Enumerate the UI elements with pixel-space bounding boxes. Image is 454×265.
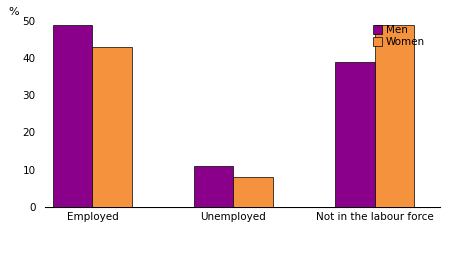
Bar [53, 25, 93, 207]
Bar [233, 177, 273, 207]
Y-axis label: %: % [9, 7, 19, 17]
Bar [375, 25, 414, 207]
Bar [194, 166, 233, 207]
Legend: Men, Women: Men, Women [370, 23, 427, 50]
Bar [335, 62, 375, 207]
Bar [93, 47, 132, 207]
